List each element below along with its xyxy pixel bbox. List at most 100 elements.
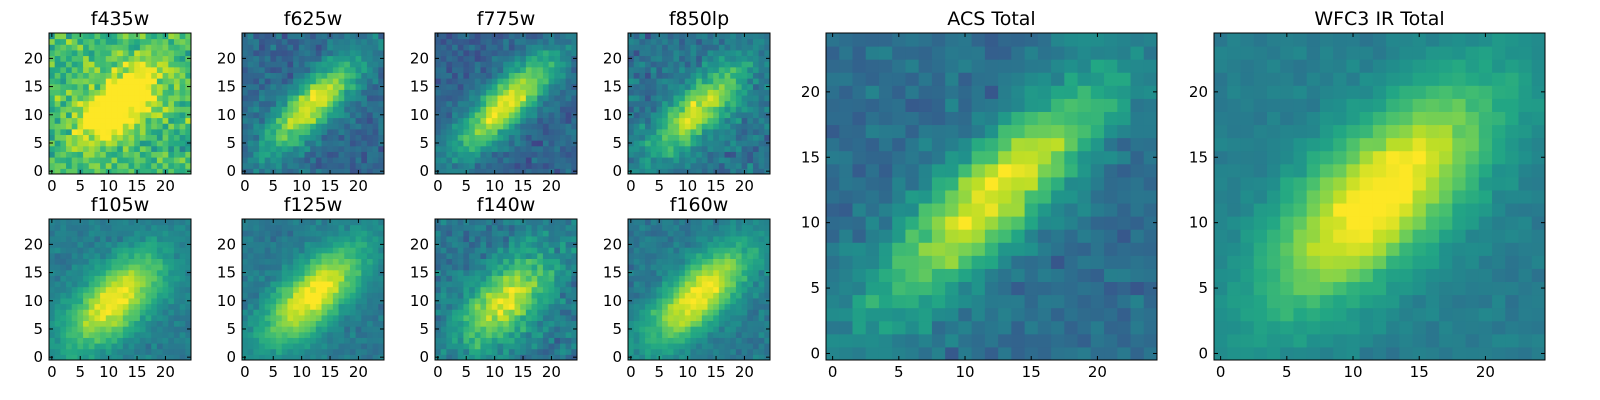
heatmap-cell xyxy=(71,303,78,310)
heatmap-cell xyxy=(656,106,663,113)
heatmap-cell xyxy=(83,89,90,96)
heatmap-cell xyxy=(452,320,459,327)
heatmap-cell xyxy=(287,168,294,175)
heatmap-cell xyxy=(54,252,61,259)
heatmap-cell xyxy=(633,61,640,68)
heatmap-cell xyxy=(253,151,260,158)
heatmap-cell xyxy=(259,219,266,226)
heatmap-cell xyxy=(105,235,112,243)
heatmap-cell xyxy=(122,168,130,175)
heatmap-cell xyxy=(162,134,169,141)
heatmap-cell xyxy=(457,314,464,322)
heatmap-cell xyxy=(752,55,760,62)
heatmap-cell xyxy=(469,348,476,355)
heatmap-cell xyxy=(253,224,260,231)
heatmap-cell xyxy=(49,49,56,57)
heatmap-cell xyxy=(503,61,510,68)
heatmap-cell xyxy=(724,145,731,152)
heatmap-cell xyxy=(747,100,754,107)
heatmap-cell xyxy=(673,309,680,316)
heatmap-cell xyxy=(486,264,493,271)
heatmap-cell xyxy=(185,348,192,355)
heatmap-cell xyxy=(105,83,112,90)
heatmap-cell xyxy=(718,49,726,57)
heatmap-cell xyxy=(542,354,550,361)
heatmap-cell xyxy=(128,89,135,96)
heatmap-cell xyxy=(338,241,345,248)
heatmap-cell xyxy=(707,111,714,119)
heatmap-cell xyxy=(111,140,118,147)
heatmap-cell xyxy=(372,106,379,113)
heatmap-cell xyxy=(662,117,669,124)
heatmap-cell xyxy=(332,292,340,299)
heatmap-cell xyxy=(440,117,447,124)
heatmap-cell xyxy=(707,157,714,164)
heatmap-cell xyxy=(650,38,657,45)
heatmap-cell xyxy=(94,354,101,361)
heatmap-cell xyxy=(66,252,73,259)
heatmap-cell xyxy=(463,247,470,254)
heatmap-cell xyxy=(747,297,754,305)
heatmap-cell xyxy=(259,100,266,107)
heatmap-cell xyxy=(145,252,152,259)
heatmap-cell xyxy=(247,230,254,237)
heatmap-cell xyxy=(49,117,56,124)
heatmap-cell xyxy=(179,320,186,327)
heatmap-cell xyxy=(565,72,572,79)
heatmap-cell xyxy=(667,343,674,350)
heatmap-cell xyxy=(514,331,521,338)
heatmap-cell xyxy=(571,337,578,344)
heatmap-cell xyxy=(338,140,345,147)
heatmap-cell xyxy=(49,162,56,169)
heatmap-cell xyxy=(486,224,493,231)
heatmap-cell xyxy=(145,331,152,338)
heatmap-cell xyxy=(480,292,487,299)
heatmap-cell xyxy=(440,354,447,361)
heatmap-cell xyxy=(474,66,481,73)
heatmap-cell xyxy=(735,331,743,338)
heatmap-cell xyxy=(344,348,351,355)
heatmap-cell xyxy=(469,89,476,96)
heatmap-cell xyxy=(707,123,714,130)
heatmap-cell xyxy=(185,162,192,169)
x-tick-label: 0 xyxy=(433,177,443,195)
heatmap-cell xyxy=(452,95,459,102)
heatmap-cell xyxy=(139,297,147,305)
heatmap-cell xyxy=(656,83,663,90)
heatmap-cell xyxy=(270,83,277,90)
heatmap-cell xyxy=(628,281,635,288)
heatmap-cell xyxy=(707,140,714,147)
heatmap-cell xyxy=(293,348,300,355)
heatmap-cell xyxy=(366,117,374,124)
heatmap-cell xyxy=(349,168,357,175)
heatmap-cell xyxy=(71,95,78,102)
heatmap-cell xyxy=(355,281,362,288)
heatmap-cell xyxy=(701,326,709,333)
heatmap-cell xyxy=(633,326,640,333)
heatmap-cell xyxy=(145,123,152,130)
heatmap-cell xyxy=(679,157,686,164)
heatmap-cell xyxy=(366,292,374,299)
heatmap-cell xyxy=(60,235,67,243)
heatmap-cell xyxy=(310,168,317,175)
heatmap-cell xyxy=(287,269,294,276)
heatmap-cell xyxy=(372,168,379,175)
heatmap-cell xyxy=(287,38,294,45)
heatmap-cell xyxy=(463,309,470,316)
heatmap-cell xyxy=(554,258,561,265)
heatmap-cell xyxy=(520,286,527,293)
heatmap-cell xyxy=(752,343,760,350)
heatmap-cell xyxy=(542,235,550,243)
heatmap-cell xyxy=(531,309,538,316)
heatmap-cell xyxy=(486,162,493,169)
heatmap-cell xyxy=(247,275,254,282)
heatmap-cell xyxy=(122,78,130,85)
heatmap-cell xyxy=(435,343,442,350)
heatmap-cell xyxy=(497,111,504,119)
heatmap-cell xyxy=(662,61,669,68)
heatmap-cell xyxy=(242,95,249,102)
heatmap-cell xyxy=(457,44,464,51)
heatmap-cell xyxy=(662,292,669,299)
heatmap-cell xyxy=(730,134,737,141)
x-tick-label: 0 xyxy=(433,363,443,381)
